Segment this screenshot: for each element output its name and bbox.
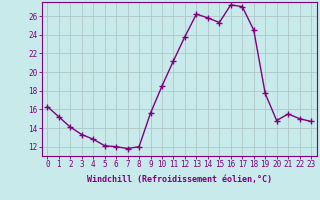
X-axis label: Windchill (Refroidissement éolien,°C): Windchill (Refroidissement éolien,°C) [87,175,272,184]
